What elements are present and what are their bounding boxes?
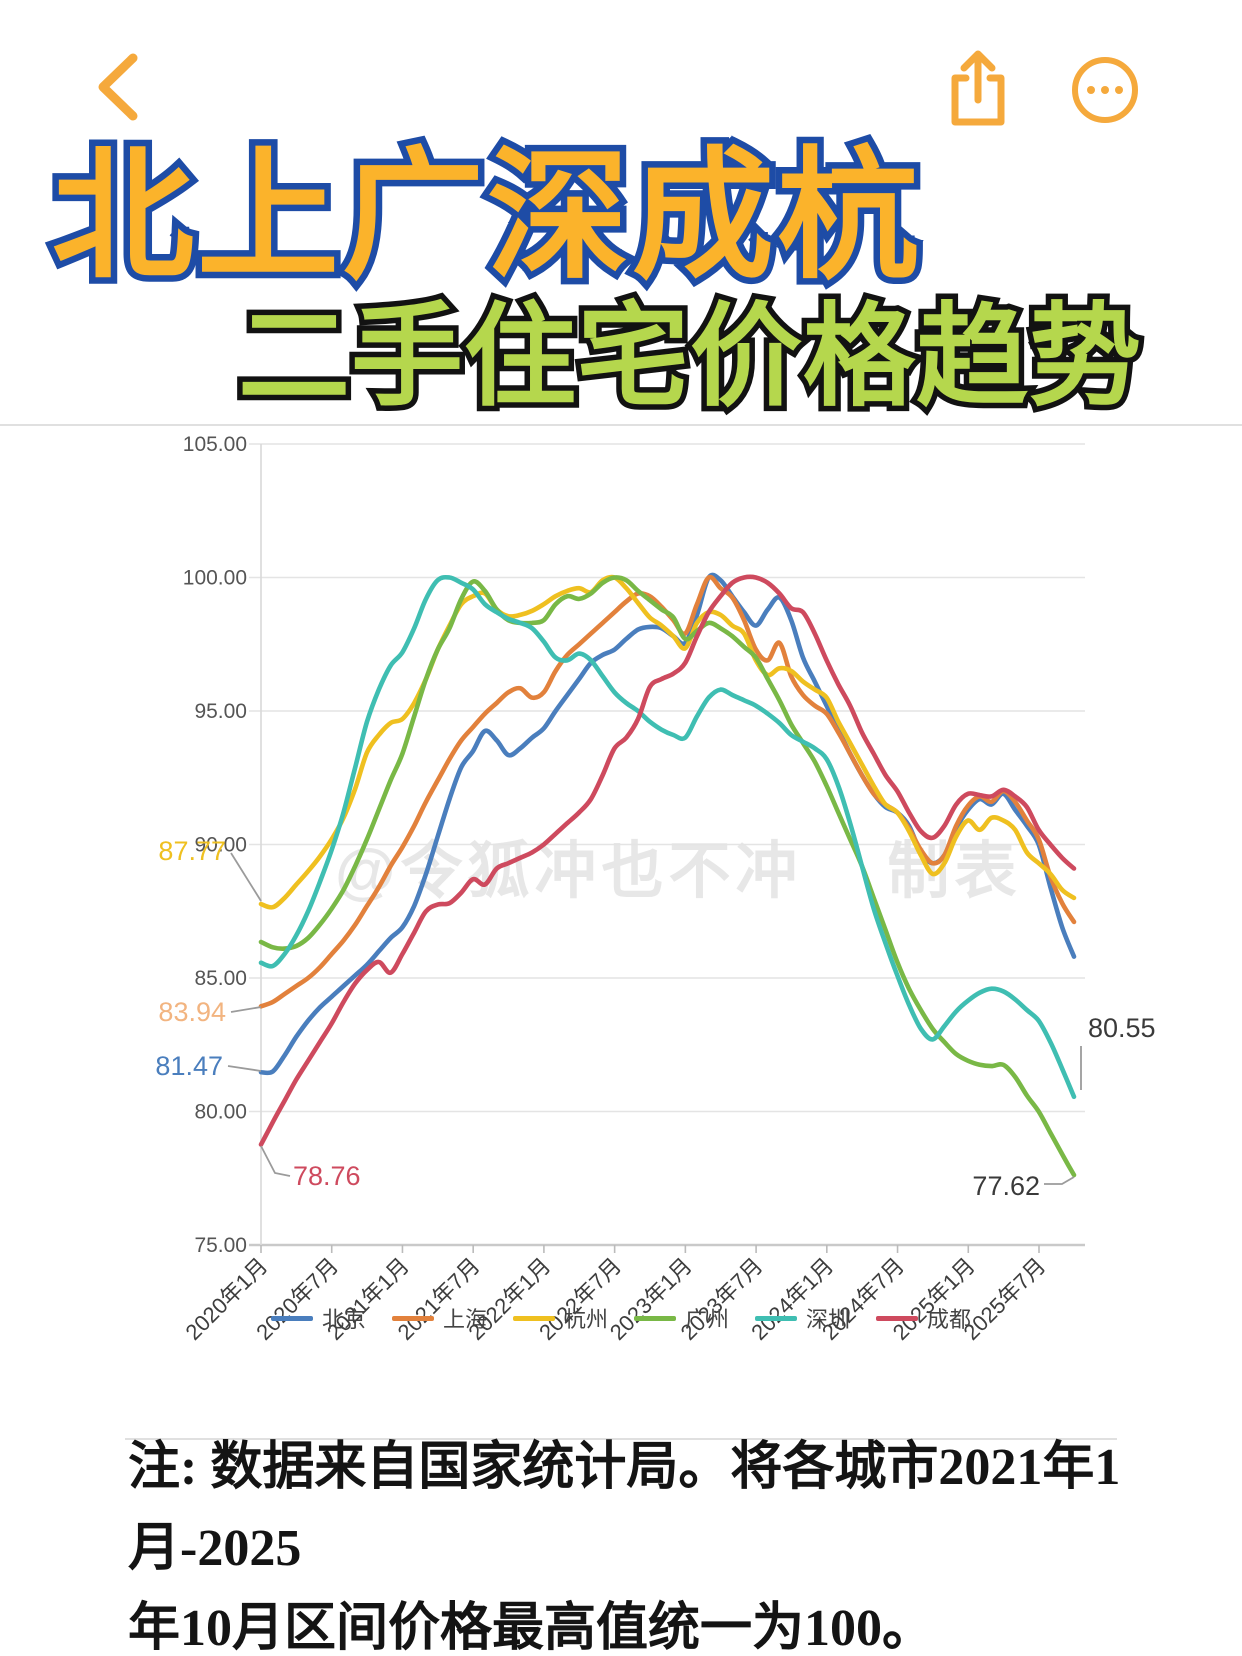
back-icon[interactable] [95,53,141,121]
footnote: 注: 数据来自国家统计局。将各城市2021年1月-2025 年10月区间价格最高… [128,1428,1138,1656]
y-tick-label: 90.00 [194,834,247,857]
footnote-line-2: 年10月区间价格最高值统一为100。 [128,1600,935,1656]
y-tick-label: 85.00 [194,967,247,990]
value-label-connector [260,1145,291,1177]
watermark-handle: @令狐冲也不冲 [335,837,803,906]
value-label: 83.94 [158,997,226,1027]
value-label-connector [227,1065,262,1072]
legend-item-shanghai[interactable]: 上海 [391,1302,487,1334]
legend-label: 成都 [927,1307,972,1332]
legend-swatch-icon [391,1315,434,1321]
legend-label: 北京 [321,1307,366,1332]
value-label: 87.77 [158,836,226,866]
legend-swatch-icon [512,1315,555,1321]
legend-item-beijing[interactable]: 北京 [270,1302,366,1334]
value-label: 80.55 [1088,1013,1156,1043]
divider-bottom [125,1438,1117,1440]
y-tick-label: 80.00 [194,1101,247,1124]
watermark: @令狐冲也不冲 制表 [335,820,1021,910]
legend-label: 广州 [685,1307,730,1332]
value-label-connector [230,1006,262,1013]
legend-item-hangzhou[interactable]: 杭州 [512,1302,608,1334]
legend-label: 上海 [442,1307,487,1332]
y-tick-label: 95.00 [194,700,247,723]
value-label-connector [1044,1176,1075,1185]
value-label: 81.47 [155,1051,223,1081]
legend-swatch-icon [634,1315,676,1321]
y-tick-label: 75.00 [194,1234,247,1257]
legend: 北京 上海 杭州 广州 深圳 成都 [0,1302,1242,1334]
watermark-suffix: 制表 [887,837,1022,906]
more-options-icon[interactable] [1070,55,1140,125]
legend-swatch-icon [876,1315,919,1321]
footnote-line-1: 注: 数据来自国家统计局。将各城市2021年1月-2025 [128,1439,1121,1577]
legend-swatch-icon [270,1315,313,1321]
value-label: 78.76 [293,1161,361,1191]
value-label-connector [230,852,262,902]
divider-top [0,424,1242,426]
page-title: 北上广深成杭 [46,131,926,303]
legend-item-guangzhou[interactable]: 广州 [634,1302,729,1334]
legend-label: 深圳 [806,1307,851,1332]
legend-item-chengdu[interactable]: 成都 [876,1302,971,1334]
y-tick-label: 105.00 [183,433,247,456]
share-icon[interactable] [948,48,1008,128]
legend-label: 杭州 [563,1307,608,1332]
page-subtitle: 二手住宅价格趋势 [233,289,1147,425]
legend-swatch-icon [755,1315,798,1321]
y-tick-label: 100.00 [183,567,247,590]
series-line-shanghai [258,574,1077,1009]
legend-item-shenzhen[interactable]: 深圳 [755,1302,850,1334]
value-label: 77.62 [972,1171,1040,1201]
